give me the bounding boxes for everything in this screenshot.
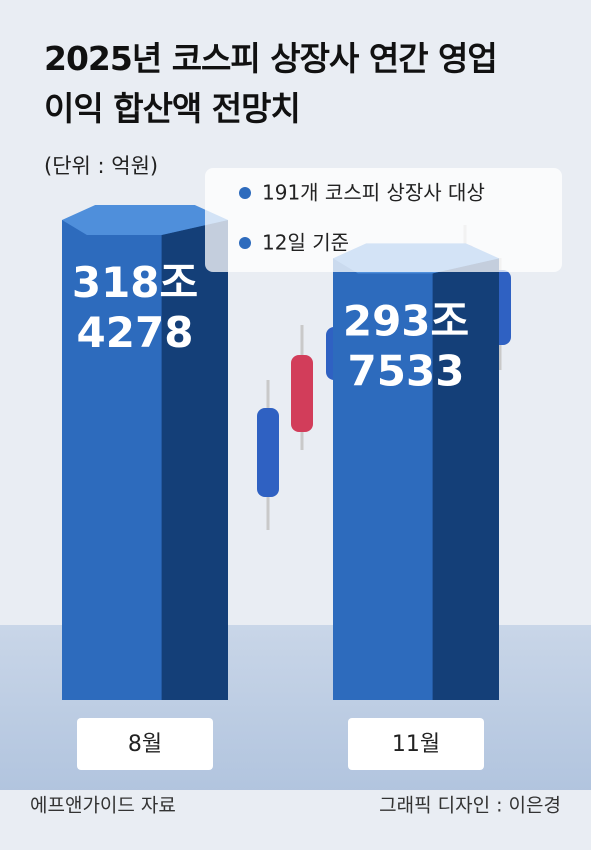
category-box [77,718,213,770]
annotation: 12일 기준 [262,231,349,255]
bar-side [432,258,499,700]
footer-bg [0,790,591,850]
chart-title: 2025년 코스피 상장사 연간 영업이익 합산액 전망치 [44,39,498,128]
x-tick-label: 8월 [128,732,162,757]
bar-side [161,220,228,700]
category-box [348,718,484,770]
x-tick-label: 11월 [392,732,440,757]
subtitle: (단위 : 억원) [44,154,159,178]
legend-box [205,168,562,272]
annotation: 191개 코스피 상장사 대상 [262,181,485,205]
credit: 그래픽 디자인 : 이은경 [379,795,561,817]
bullet [239,237,251,249]
value-label: 293조 7533 [343,296,469,395]
value-label: 318조 4278 [72,258,198,357]
bar-top [62,205,228,235]
bullet [239,187,251,199]
source: 에프앤가이드 자료 [30,795,176,817]
